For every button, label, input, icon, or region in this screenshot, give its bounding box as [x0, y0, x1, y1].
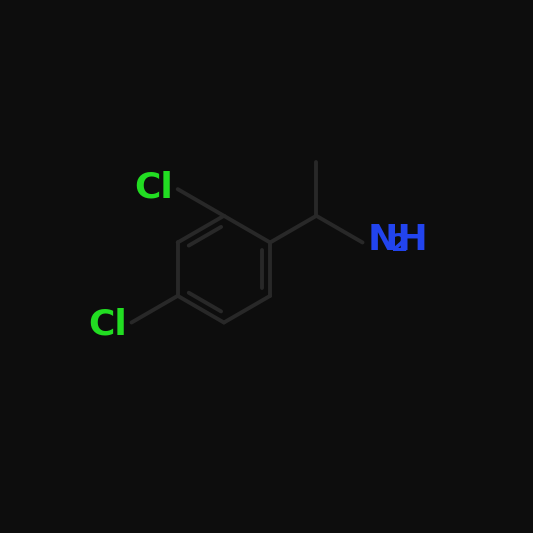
Text: NH: NH: [367, 223, 428, 257]
Text: Cl: Cl: [134, 171, 173, 205]
Text: 2: 2: [391, 232, 409, 256]
Text: Cl: Cl: [88, 307, 126, 341]
